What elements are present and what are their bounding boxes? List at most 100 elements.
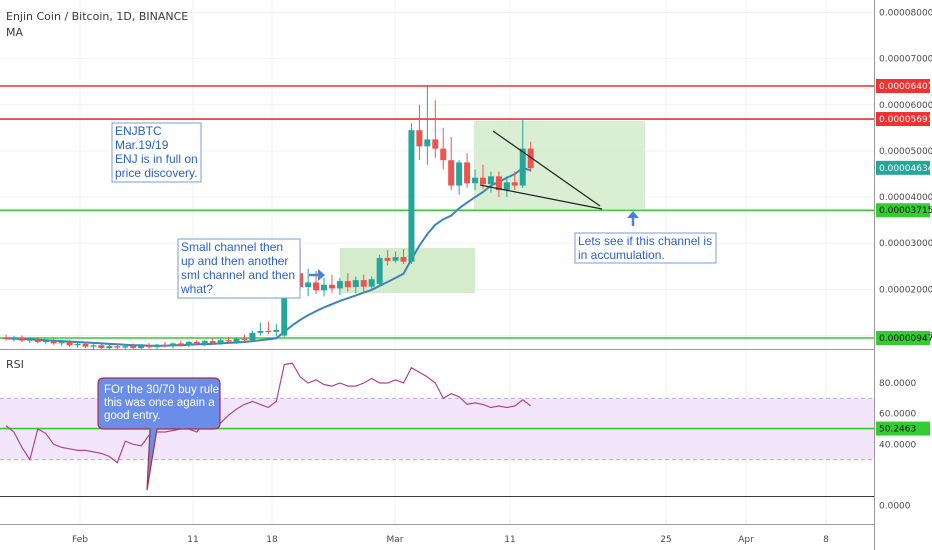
price-badges: 0.00006407 0.00005691 0.00004634 0.00003715… — [876, 79, 932, 436]
candle-body — [408, 130, 415, 262]
candle-body — [90, 345, 97, 347]
trend-lines — [479, 130, 603, 210]
time-tick-label: Mar — [387, 535, 404, 545]
channel-note-line: Small channel then — [181, 240, 283, 254]
candle-body — [273, 330, 280, 332]
candle — [185, 341, 192, 348]
candle — [440, 127, 447, 170]
candle — [193, 339, 200, 346]
rsi-callout-line: good entry. — [104, 410, 161, 422]
candle-body — [344, 281, 351, 288]
analysis-note-line: price discovery. — [115, 166, 197, 180]
price-badge: 0.00000947 — [876, 331, 932, 345]
rsi-callout-bubble — [97, 377, 221, 491]
candle-body — [519, 148, 526, 186]
rsi-tick-label: 40.0000 — [879, 440, 916, 450]
rsi-polyline — [5, 362, 532, 464]
price-tick-label: 0.00008000 — [879, 8, 932, 18]
time-tick-label: Apr — [738, 535, 754, 545]
analysis-note-box — [111, 122, 202, 183]
candle — [74, 342, 81, 348]
time-tick-label: 11 — [504, 535, 515, 545]
candle — [114, 343, 121, 350]
arrow-right-icon — [309, 269, 325, 281]
time-tick-label: 8 — [823, 535, 829, 545]
candle-body — [321, 284, 327, 291]
candle-body — [18, 337, 25, 341]
candle-body — [130, 346, 137, 349]
candle-body — [74, 343, 81, 346]
candle — [265, 321, 272, 335]
candle — [162, 342, 168, 348]
accumulation-channel-box — [474, 121, 645, 209]
analysis-note-line: ENJ is in full on — [115, 152, 198, 166]
candle — [106, 344, 113, 350]
channel-note-line: sml channel and then — [181, 268, 295, 282]
candle — [177, 340, 184, 347]
candle-body — [98, 345, 105, 349]
price-tick-label: 0.00005000 — [879, 147, 932, 157]
candle-body — [328, 284, 335, 289]
time-tick-label: 18 — [266, 535, 278, 545]
rsi-label: RSI — [6, 358, 24, 371]
candle-body — [257, 330, 264, 333]
candle-body — [34, 339, 41, 343]
candle — [257, 322, 264, 336]
candle-body — [265, 330, 272, 332]
candle — [26, 337, 33, 343]
candle-body — [26, 339, 33, 341]
candle-body — [169, 343, 176, 347]
candle — [328, 274, 335, 294]
channel-note-line: up and then another — [181, 254, 288, 268]
candle — [344, 273, 351, 292]
candle-body — [193, 342, 200, 344]
candle-body — [66, 342, 73, 346]
price-level-lines — [0, 85, 874, 339]
price-tick-label: 0.00003000 — [879, 239, 932, 249]
channel-note: Small channel then up and then another s… — [177, 238, 301, 299]
rsi-callout: FOr the 30/70 buy rule this was once aga… — [97, 377, 221, 491]
candle — [34, 337, 41, 344]
candle-body — [225, 340, 232, 342]
price-tick-label: 0.00002000 — [879, 285, 932, 295]
candle — [169, 342, 176, 349]
candle — [305, 268, 312, 297]
candle — [3, 334, 9, 341]
candle-body — [456, 162, 463, 186]
candle — [146, 342, 153, 349]
channel-note-box — [177, 238, 301, 299]
rsi-tick-label: 80.0000 — [879, 379, 916, 389]
indicator-label: MA — [6, 26, 23, 39]
channel-boxes — [340, 121, 645, 293]
candle — [487, 171, 494, 193]
candle-body — [448, 160, 455, 186]
candle — [456, 160, 463, 195]
accumulation-note-line: Lets see if this channel is — [578, 234, 712, 248]
candle — [98, 342, 105, 350]
candle-body — [384, 258, 391, 261]
candle-body — [58, 342, 65, 344]
candle — [50, 338, 57, 345]
candle-body — [154, 344, 161, 348]
candle — [392, 251, 399, 263]
channel-note-line: what? — [180, 282, 213, 296]
time-tick-label: 25 — [660, 535, 671, 545]
candle-body — [503, 182, 510, 191]
rsi-line — [5, 362, 532, 464]
wedge-upper-line — [492, 130, 601, 207]
time-tick-label: Feb — [72, 535, 88, 545]
accumulation-note-box — [574, 232, 717, 264]
price-badge-label: 0.00005691 — [879, 115, 932, 125]
rsi-badge-label: 50.2463 — [879, 425, 916, 435]
candle-body — [10, 337, 17, 340]
candle-body — [106, 346, 113, 349]
rsi-badge: 50.2463 — [876, 421, 930, 436]
candle — [424, 86, 431, 165]
candle-body — [217, 340, 224, 343]
candle-body — [146, 345, 153, 348]
moving-average — [5, 166, 531, 347]
candle-body — [487, 176, 494, 185]
wedge-lower-line — [479, 184, 603, 210]
candle-body — [305, 282, 312, 288]
